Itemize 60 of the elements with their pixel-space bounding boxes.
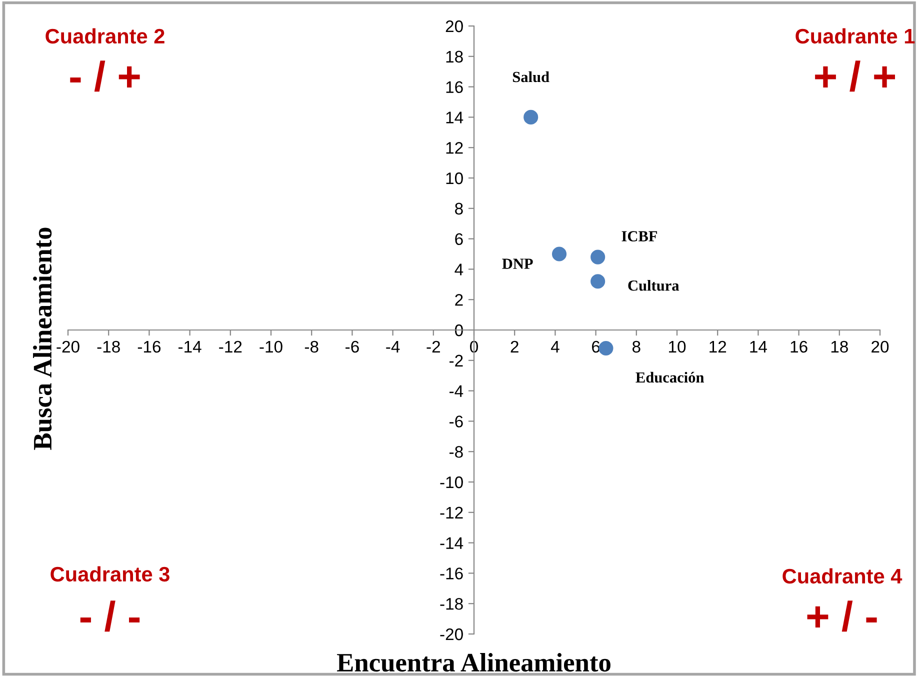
point xyxy=(590,250,606,264)
y-tick-label: -4 xyxy=(450,385,464,397)
x-tick-label: 14 xyxy=(750,341,767,352)
annotation: Salud xyxy=(512,71,550,82)
annotation: + / - xyxy=(807,600,877,632)
y-tick-label: 20 xyxy=(446,20,463,32)
annotation: Educación xyxy=(636,372,704,383)
annotation: Cuadrante 4 xyxy=(782,568,902,584)
annotation: ICBF xyxy=(622,231,658,242)
y-tick-label: 14 xyxy=(446,112,464,124)
y-tick-label: -2 xyxy=(450,354,463,366)
annotation: Cuadrante 3 xyxy=(50,566,170,582)
y-tick-label: 6 xyxy=(455,233,463,246)
y-tick-label: -14 xyxy=(440,537,464,549)
x-tick-label: 10 xyxy=(669,340,686,353)
annotation: Cuadrante 2 xyxy=(46,28,164,44)
annotation: - / - xyxy=(80,600,140,632)
annotation: + / + xyxy=(815,60,896,92)
annotation: Cuadrante 1 xyxy=(796,28,915,44)
x-tick-label: 8 xyxy=(632,340,640,353)
y-tick-label: 4 xyxy=(454,264,464,276)
y-tick-label: -12 xyxy=(440,506,463,518)
x-tick-label: -8 xyxy=(304,340,318,353)
y-tick-label: 10 xyxy=(446,172,463,184)
x-tick-label: -20 xyxy=(56,340,80,353)
y-tick-label: 12 xyxy=(446,142,463,154)
x-tick-label: 20 xyxy=(872,340,889,353)
x-tick-label: 4 xyxy=(550,341,560,352)
y-tick-label: 2 xyxy=(455,294,463,306)
x-tick-label: -6 xyxy=(346,340,359,353)
y-axis-title: Busca Alineamiento xyxy=(33,228,52,450)
x-tick-label: 12 xyxy=(710,340,726,352)
x-tick-label: 6 xyxy=(592,340,600,353)
y-tick-label: -16 xyxy=(440,568,463,580)
point xyxy=(524,110,538,124)
y-tick-label: -6 xyxy=(450,416,463,428)
x-tick-label: -14 xyxy=(178,341,202,352)
x-tick-label: -2 xyxy=(426,340,440,352)
x-tick-label: -18 xyxy=(97,340,120,353)
x-tick-label: -4 xyxy=(386,341,400,352)
y-tick-label: 16 xyxy=(446,81,463,94)
x-tick-label: 16 xyxy=(790,340,808,353)
x-tick-label: -10 xyxy=(260,340,282,353)
x-tick-label: 2 xyxy=(510,340,518,352)
annotation: - / + xyxy=(70,60,140,92)
x-tick-label: -12 xyxy=(219,340,242,352)
point xyxy=(598,340,614,356)
annotation: Cultura xyxy=(628,280,680,291)
point xyxy=(590,274,606,289)
y-tick-label: 18 xyxy=(446,50,463,63)
x-tick-label: -16 xyxy=(138,340,161,353)
x-axis-title: Encuentra Alineamiento xyxy=(337,653,610,672)
point xyxy=(552,246,567,262)
y-tick-label: -10 xyxy=(440,476,463,488)
annotation: DNP xyxy=(502,258,533,269)
y-tick-label: -8 xyxy=(450,446,463,458)
y-tick-label: 8 xyxy=(455,202,463,215)
y-tick-label: -18 xyxy=(440,598,463,610)
x-tick-label: 18 xyxy=(831,340,848,353)
y-tick-label: -20 xyxy=(440,628,463,640)
